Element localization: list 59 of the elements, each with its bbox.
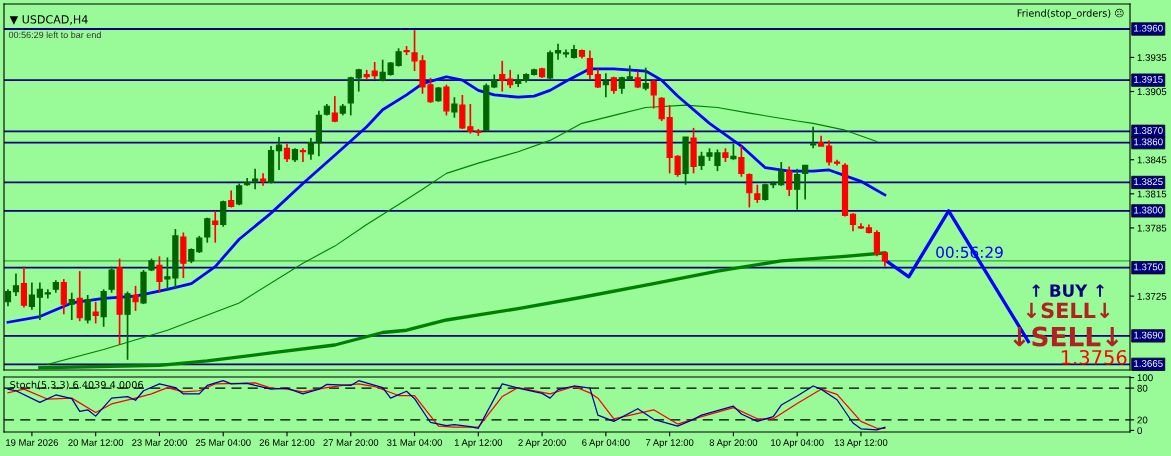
x-tick-label: 2 Apr 20:00 [518, 439, 566, 448]
x-tick-label: 26 Mar 12:00 [259, 439, 315, 446]
y-tick-label: 20 [1137, 416, 1148, 424]
candlestick [810, 125, 817, 150]
annotation: ↑ BUY ↑ [1032, 284, 1104, 297]
candlestick [738, 145, 745, 178]
x-tick-label: 20 Mar 12:00 [68, 439, 124, 446]
y-tick-label: 1.3905 [1137, 88, 1167, 96]
ref-line-label: 1.3825 [1134, 178, 1163, 186]
ref-line-label: 1.3860 [1134, 138, 1163, 146]
candlestick [180, 231, 187, 279]
candlestick [92, 300, 99, 325]
ref-line-label: 1.3750 [1134, 263, 1163, 271]
x-tick-label: 23 Mar 20:00 [132, 439, 187, 446]
candlestick [682, 136, 689, 186]
ref-line-label: 1.3870 [1134, 127, 1163, 134]
x-tick-label: 7 Apr 12:00 [645, 439, 694, 448]
candlestick [857, 222, 865, 230]
y-tick-label: 1.3815 [1137, 190, 1167, 198]
candlestick [124, 290, 131, 361]
y-tick-label: 80 [1137, 384, 1148, 392]
candlestick [833, 158, 841, 167]
candlestick [156, 255, 163, 294]
y-tick-label: 1.3785 [1137, 224, 1167, 232]
candlestick [746, 172, 753, 209]
x-tick-label: 8 Apr 20:00 [709, 439, 758, 448]
candlestick [690, 127, 697, 175]
x-tick-label: 6 Apr 04:00 [582, 439, 630, 448]
candlestick [116, 257, 123, 346]
annotation: Friend(stop_orders) ☹ [1017, 8, 1124, 19]
ref-line-label: 1.3665 [1134, 360, 1163, 367]
y-tick-label: 1.3935 [1137, 54, 1167, 62]
x-tick-label: 13 Apr 12:00 [834, 439, 888, 448]
x-tick-label: 10 Apr 04:00 [771, 439, 824, 448]
x-tick-label: 1 Apr 12:00 [454, 439, 503, 448]
candlestick [451, 96, 458, 119]
x-tick-label: 25 Mar 04:00 [195, 439, 251, 446]
candlestick [443, 83, 450, 117]
ref-line-label: 1.3800 [1134, 206, 1163, 214]
y-tick-label: 1.3845 [1137, 156, 1167, 164]
y-tick-label: 100 [1137, 374, 1153, 382]
annotation: ↓SELL↓ [1026, 302, 1110, 319]
ref-line-label: 1.3915 [1134, 75, 1163, 83]
y-tick-label: 1.3725 [1137, 292, 1167, 300]
candlestick [140, 269, 147, 305]
text: 00:56:29 left to bar end [8, 31, 101, 39]
candlestick [108, 265, 115, 294]
text: ▼ USDCAD,H4 [9, 15, 88, 25]
x-tick-label: 19 Mar 2026 [6, 439, 58, 446]
candlestick [100, 288, 107, 328]
x-tick-label: 27 Mar 20:00 [323, 439, 379, 446]
chart-title: Stoch(5,3,3) 6.4039 4.0006 [10, 380, 143, 390]
x-tick-label: 31 Mar 04:00 [387, 439, 442, 446]
ref-line-label: 1.3960 [1134, 24, 1163, 32]
ref-line-label: 1.3690 [1134, 331, 1163, 339]
candlestick [562, 48, 570, 59]
y-tick-label: 0 [1137, 427, 1142, 435]
candlestick [132, 285, 139, 312]
annotation: 1.3756 [1061, 349, 1127, 365]
